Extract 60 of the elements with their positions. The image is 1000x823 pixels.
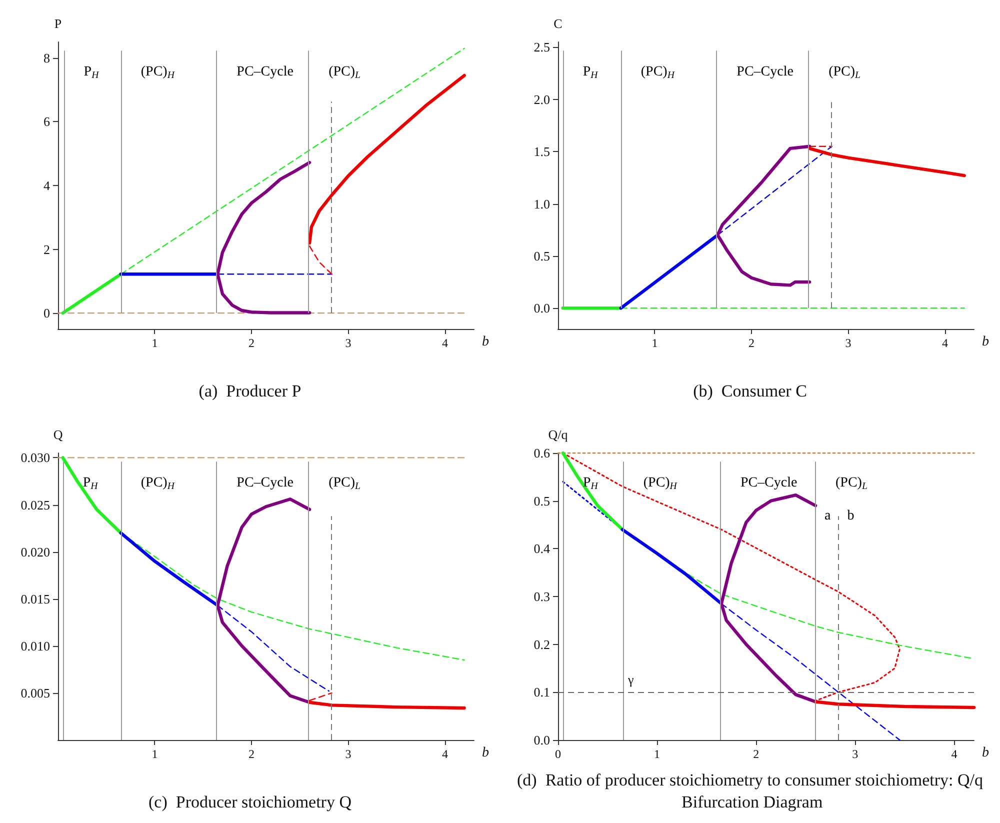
y-tick-label: 1.5 xyxy=(534,144,550,160)
y-tick-label: 2.0 xyxy=(534,92,550,107)
x-tick-label: 1 xyxy=(652,336,658,350)
y-tick-label: 0 xyxy=(44,306,50,321)
y-tick-label: 0.025 xyxy=(20,497,50,512)
x-tick-label: 4 xyxy=(442,747,448,761)
ref-line-label: γ xyxy=(627,672,634,688)
annotation: PC–Cycle xyxy=(740,476,798,490)
y-tick-label: 0.6 xyxy=(534,446,550,460)
x-tick-label: 1 xyxy=(654,747,660,761)
y-axis-title: Q xyxy=(53,427,64,442)
y-tick-label: 0.0 xyxy=(534,732,550,748)
x-tick-label: 0 xyxy=(555,747,561,761)
y-tick-label: 1.0 xyxy=(534,196,550,212)
y-tick-label: 0.5 xyxy=(534,493,550,508)
x-tick-label: 4 xyxy=(442,336,448,350)
x-tick-label: 4 xyxy=(951,747,958,761)
annotation: PC–Cycle xyxy=(236,64,294,80)
x-tick-label: 2 xyxy=(248,336,254,350)
ref-line-label: a xyxy=(824,508,832,524)
y-tick-label: 0.020 xyxy=(20,544,50,560)
x-tick-label: 4 xyxy=(942,336,948,350)
x-axis-title: b xyxy=(982,334,989,350)
y-tick-label: 2.5 xyxy=(534,40,550,55)
x-tick-label: 3 xyxy=(845,336,852,350)
y-tick-label: 0.3 xyxy=(534,589,550,604)
y-axis-title: C xyxy=(554,16,562,31)
y-tick-label: 8 xyxy=(44,50,50,66)
y-axis-title: P xyxy=(54,16,62,31)
text: (b) Consumer C xyxy=(693,382,807,400)
x-tick-label: 1 xyxy=(152,747,158,761)
y-tick-label: 0.2 xyxy=(534,636,550,652)
y-tick-label: 2 xyxy=(44,242,50,257)
x-tick-label: 2 xyxy=(753,747,760,761)
annotation: PC–Cycle xyxy=(236,476,294,490)
y-axis-title: Q/q xyxy=(548,427,568,442)
text: (d) Ratio of producer stoichiometry to consumer stoichiometry: Q/q Bifurcation Diagram xyxy=(517,770,984,812)
y-tick-label: 0.0 xyxy=(534,300,550,316)
y-tick-label: 0.030 xyxy=(20,450,50,466)
y-tick-label: 0.015 xyxy=(20,591,50,606)
x-tick-label: 1 xyxy=(152,336,158,350)
y-tick-label: 0.5 xyxy=(534,248,550,264)
y-tick-label: 6 xyxy=(44,114,50,130)
x-tick-label: 3 xyxy=(852,747,858,761)
y-tick-label: 4 xyxy=(44,178,50,193)
annotation: PC–Cycle xyxy=(736,64,794,80)
text: (c) Producer stoichiometry Q xyxy=(148,792,352,812)
x-axis-title: b xyxy=(482,334,489,350)
y-tick-label: 0.4 xyxy=(534,541,550,556)
y-tick-label: 0.005 xyxy=(20,685,50,700)
y-tick-label: 0.010 xyxy=(20,638,50,654)
x-tick-label: 3 xyxy=(345,336,352,350)
text: (a) Producer P xyxy=(198,382,302,400)
x-axis-title: b xyxy=(482,746,489,760)
x-tick-label: 3 xyxy=(345,747,352,761)
ref-line-label: b xyxy=(847,508,854,524)
x-axis-title: b xyxy=(982,746,989,760)
y-tick-label: 0.1 xyxy=(534,684,550,700)
x-tick-label: 2 xyxy=(748,336,754,350)
x-tick-label: 2 xyxy=(248,747,254,761)
